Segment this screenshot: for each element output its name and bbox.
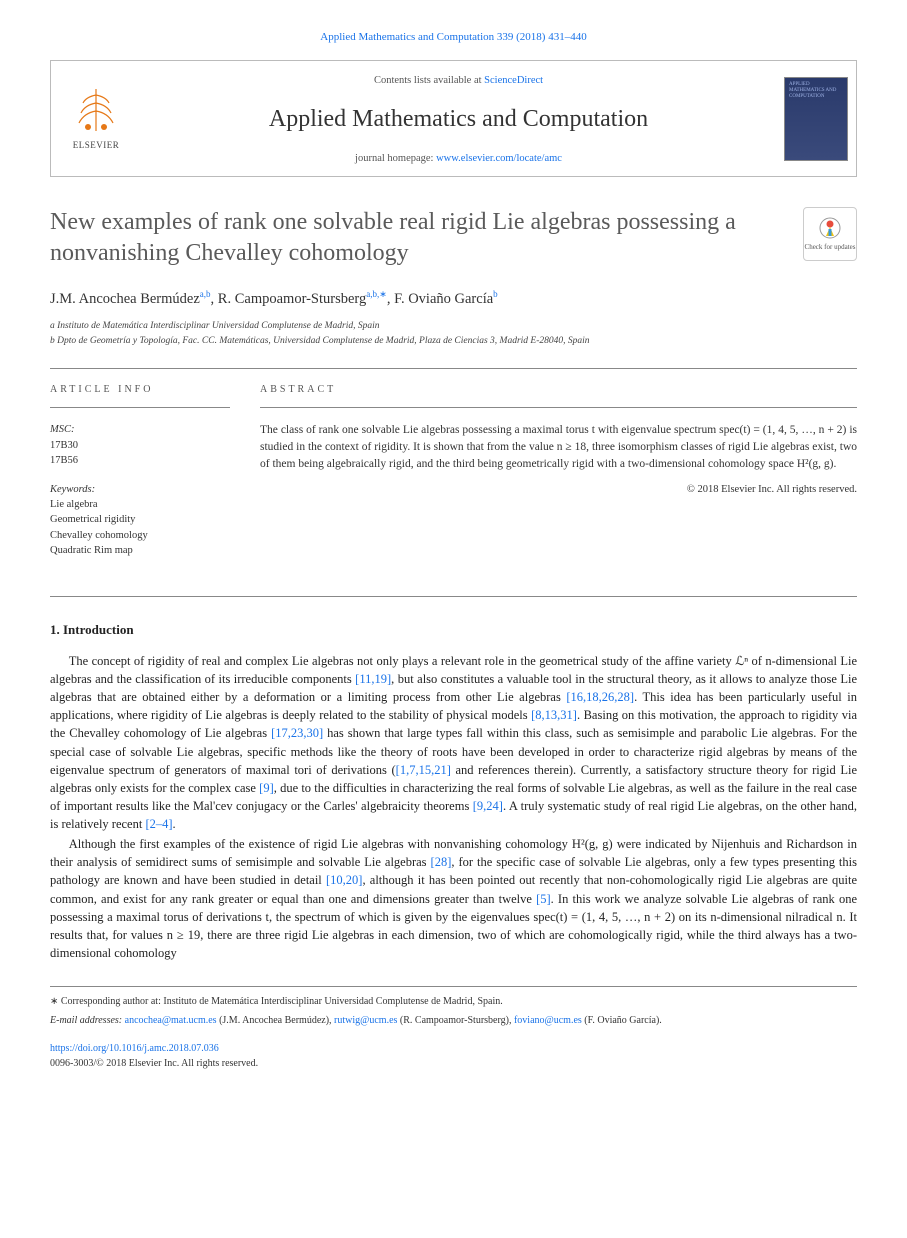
citation-line: Applied Mathematics and Computation 339 … xyxy=(50,30,857,46)
keyword: Quadratic Rim map xyxy=(50,543,230,558)
keywords-block: Keywords: Lie algebra Geometrical rigidi… xyxy=(50,482,230,558)
msc-item: 17B56 xyxy=(50,453,230,468)
intro-para-1: The concept of rigidity of real and comp… xyxy=(50,652,857,833)
footer-rule xyxy=(50,986,857,987)
article-info-label: ARTICLE INFO xyxy=(50,383,230,398)
citation-ref[interactable]: [2–4] xyxy=(145,817,172,831)
citation-ref[interactable]: [28] xyxy=(431,855,452,869)
section-1-heading: 1. Introduction xyxy=(50,621,857,640)
email-link[interactable]: ancochea@mat.ucm.es xyxy=(125,1015,217,1026)
sciencedirect-link[interactable]: ScienceDirect xyxy=(484,75,543,86)
intro-para-2: Although the first examples of the exist… xyxy=(50,835,857,962)
citation-ref[interactable]: [9] xyxy=(259,781,274,795)
abstract-text: The class of rank one solvable Lie algeb… xyxy=(260,422,857,472)
authors-line: J.M. Ancochea Bermúdeza,b, R. Campoamor-… xyxy=(50,288,857,310)
article-title: New examples of rank one solvable real r… xyxy=(50,207,783,269)
elsevier-tree-icon xyxy=(71,85,121,135)
rule-top xyxy=(50,368,857,369)
keyword: Chevalley cohomology xyxy=(50,528,230,543)
homepage-link[interactable]: www.elsevier.com/locate/amc xyxy=(436,153,562,164)
affiliation-a: a Instituto de Matemática Interdisciplin… xyxy=(50,319,857,333)
publisher-logo-cell: ELSEVIER xyxy=(51,61,141,176)
citation-link[interactable]: Applied Mathematics and Computation 339 … xyxy=(320,31,586,43)
rule-bottom xyxy=(50,596,857,597)
title-row: New examples of rank one solvable real r… xyxy=(50,207,857,269)
contents-available: Contents lists available at ScienceDirec… xyxy=(151,73,766,88)
affiliations: a Instituto de Matemática Interdisciplin… xyxy=(50,319,857,348)
journal-header: ELSEVIER Contents lists available at Sci… xyxy=(50,60,857,177)
journal-homepage: journal homepage: www.elsevier.com/locat… xyxy=(151,151,766,166)
publisher-label: ELSEVIER xyxy=(73,139,120,152)
keyword: Lie algebra xyxy=(50,497,230,512)
cover-thumbnail: APPLIED MATHEMATICS AND COMPUTATION xyxy=(784,77,848,161)
article-info-col: ARTICLE INFO MSC: 17B30 17B56 Keywords: … xyxy=(50,383,230,572)
abstract-rule xyxy=(260,407,857,408)
citation-ref[interactable]: [9,24] xyxy=(473,799,503,813)
keyword: Geometrical rigidity xyxy=(50,512,230,527)
email-link[interactable]: foviano@ucm.es xyxy=(514,1015,582,1026)
cover-thumbnail-cell: APPLIED MATHEMATICS AND COMPUTATION xyxy=(776,61,856,176)
doi-line: https://doi.org/10.1016/j.amc.2018.07.03… xyxy=(50,1042,857,1057)
citation-ref[interactable]: [8,13,31] xyxy=(531,708,577,722)
check-updates-badge[interactable]: Check for updates xyxy=(803,207,857,261)
affiliation-b: b Dpto de Geometría y Topología, Fac. CC… xyxy=(50,334,857,348)
crossmark-icon xyxy=(818,216,842,240)
header-center: Contents lists available at ScienceDirec… xyxy=(141,61,776,176)
info-rule xyxy=(50,407,230,408)
citation-ref[interactable]: [10,20] xyxy=(326,873,362,887)
email-addresses: E-mail addresses: ancochea@mat.ucm.es (J… xyxy=(50,1014,857,1029)
abstract-label: ABSTRACT xyxy=(260,383,857,398)
corresponding-author: ∗ Corresponding author at: Instituto de … xyxy=(50,995,857,1010)
info-abstract-row: ARTICLE INFO MSC: 17B30 17B56 Keywords: … xyxy=(50,383,857,572)
citation-ref[interactable]: [16,18,26,28] xyxy=(566,690,634,704)
citation-ref[interactable]: [17,23,30] xyxy=(271,726,323,740)
citation-ref[interactable]: [5] xyxy=(536,892,551,906)
msc-block: MSC: 17B30 17B56 xyxy=(50,422,230,468)
doi-link[interactable]: https://doi.org/10.1016/j.amc.2018.07.03… xyxy=(50,1043,219,1054)
issn-copyright: 0096-3003/© 2018 Elsevier Inc. All right… xyxy=(50,1057,857,1072)
journal-name: Applied Mathematics and Computation xyxy=(151,102,766,137)
citation-ref[interactable]: [11,19] xyxy=(355,672,391,686)
msc-label: MSC: xyxy=(50,422,230,437)
abstract-copyright: © 2018 Elsevier Inc. All rights reserved… xyxy=(260,482,857,497)
citation-ref[interactable]: [1,7,15,21] xyxy=(396,763,451,777)
abstract-col: ABSTRACT The class of rank one solvable … xyxy=(260,383,857,572)
msc-item: 17B30 xyxy=(50,438,230,453)
keywords-label: Keywords: xyxy=(50,482,230,497)
email-link[interactable]: rutwig@ucm.es xyxy=(334,1015,397,1026)
